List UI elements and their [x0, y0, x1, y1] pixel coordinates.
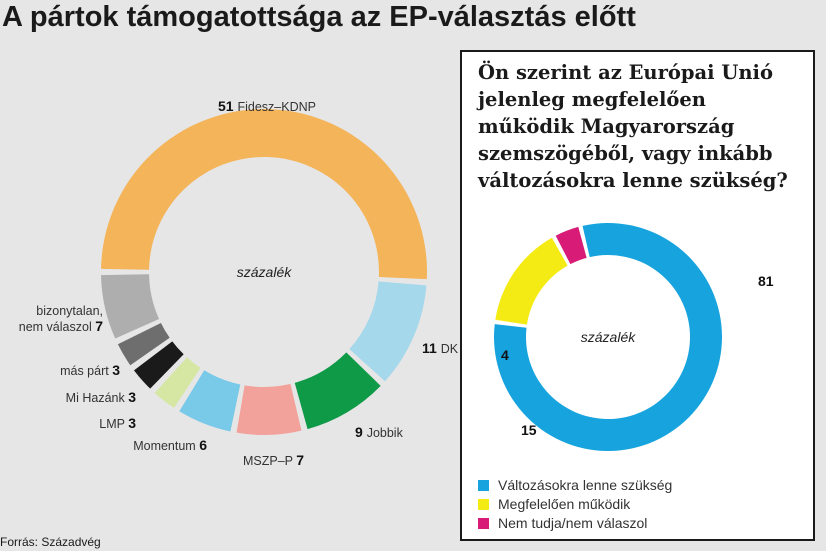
page-title: A pártok támogatottsága az EP-választás …: [2, 1, 636, 33]
label-momentum: Momentum 6: [133, 437, 207, 453]
legend-item-dont-know: Nem tudja/nem válaszol: [478, 515, 647, 531]
label-mi-hazank: Mi Hazánk 3: [66, 389, 137, 405]
slice-fidesz-kdnp: [101, 108, 428, 280]
value-label-megfeleloen-mukodik: 15: [521, 422, 537, 438]
center-label: százalék: [237, 264, 292, 280]
label-dk: 11 DK: [422, 340, 459, 356]
legend-swatch: [478, 498, 489, 510]
source-note: Forrás: Századvég: [0, 535, 101, 549]
legend-label: Megfelelően működik: [498, 496, 631, 512]
legend-item-works-properly: Megfelelően működik: [478, 496, 630, 512]
slice-mszp-p: [236, 383, 302, 435]
label-fidesz-kdnp: 51 Fidesz–KDNP: [218, 98, 316, 114]
legend-swatch: [478, 517, 489, 529]
slice-megfeleloen-mukodik: [495, 237, 568, 325]
legend-label: Változásokra lenne szükség: [498, 477, 673, 493]
label-lmp: LMP 3: [99, 415, 136, 431]
legend-swatch: [478, 479, 489, 491]
slice-dk: [349, 281, 427, 382]
value-label-valtozasokra-lenne-szukseg: 81: [758, 273, 774, 289]
slice-bizonytalan-nem-valaszol: [101, 274, 160, 339]
legend-item-changes: Változásokra lenne szükség: [478, 477, 672, 493]
value-label-nem-tudja-nem-valaszol: 4: [501, 347, 509, 363]
slice-momentum: [179, 370, 241, 432]
slice-mas-part: [117, 322, 170, 366]
slice-jobbik: [294, 352, 381, 430]
label-jobbik: 9 Jobbik: [355, 424, 404, 440]
eu-question-panel: [460, 50, 815, 541]
label-bizonytalan-nem-valaszol: bizonytalan, nem válaszol 7: [19, 304, 103, 334]
slice-lmp: [154, 357, 201, 408]
label-mszp-p: MSZP–P 7: [243, 452, 304, 468]
eu-opinion-donut-chart: százalék 81 15 4: [494, 222, 774, 451]
slice-mi-hazank: [133, 341, 184, 389]
slice-nem-tudja-nem-valaszol: [555, 226, 587, 265]
legend-label: Nem tudja/nem válaszol: [498, 515, 648, 531]
party-support-donut-chart: százalék 51 Fidesz–KDNP 11 DK 9 Jobbik MSZP–…: [19, 98, 459, 468]
center-label: százalék: [581, 329, 636, 345]
survey-question: Ön szerint az Európai Unió jelenleg megf…: [478, 61, 788, 192]
label-mas-part: más párt 3: [60, 362, 120, 378]
